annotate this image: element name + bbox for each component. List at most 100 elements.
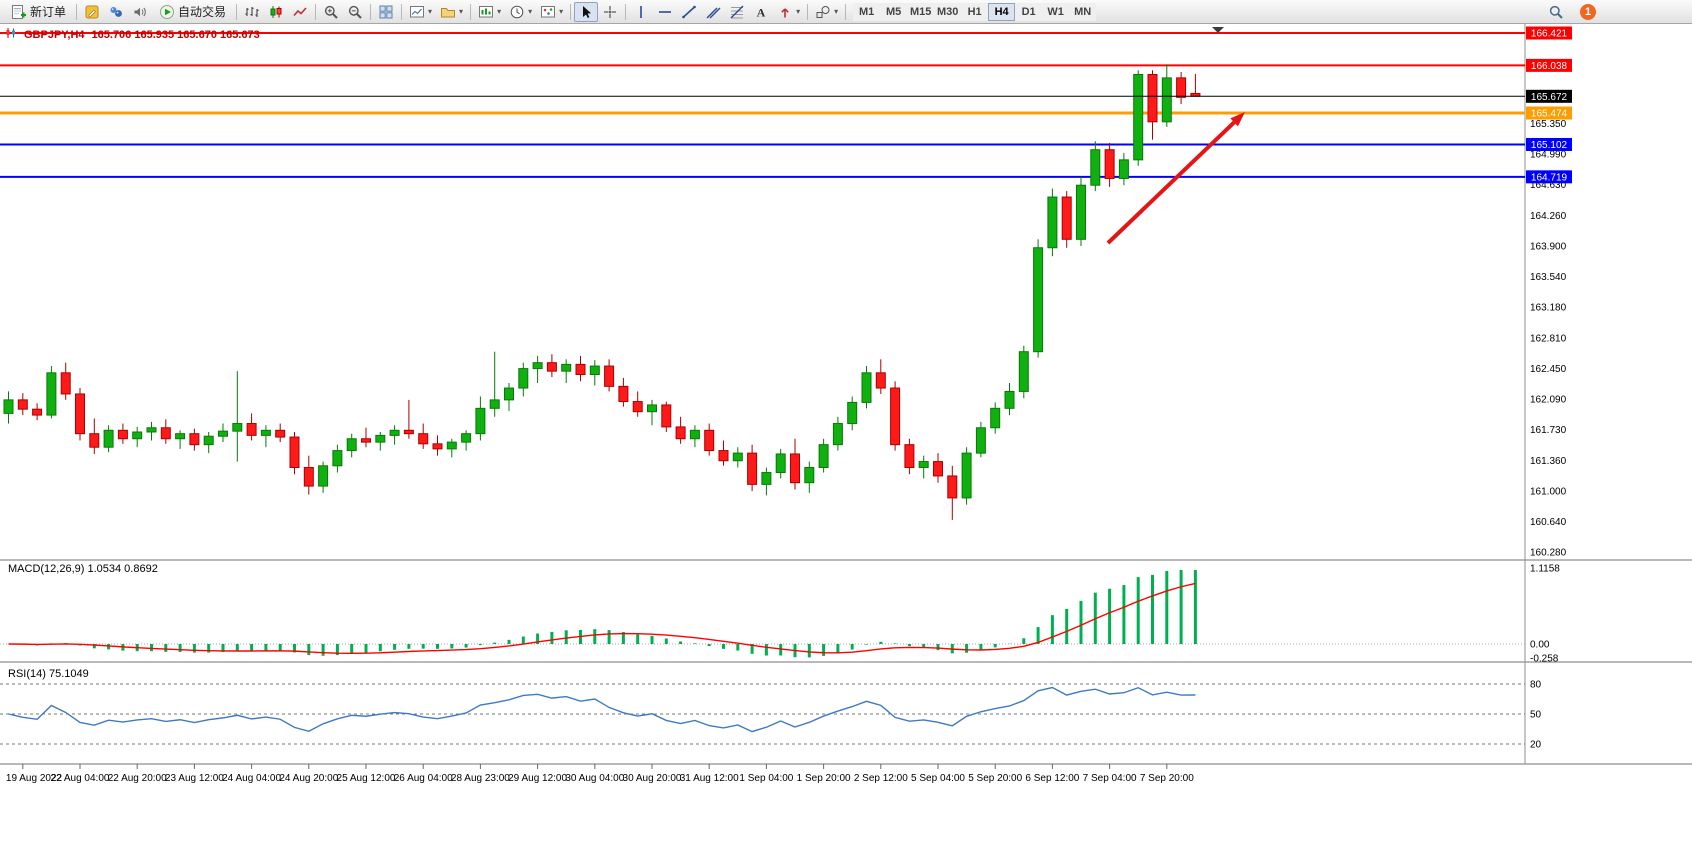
candlestick-series [3, 64, 1201, 520]
cursor-button[interactable] [574, 1, 599, 22]
timeframe-m1-button[interactable]: M1 [853, 2, 881, 21]
svg-text:24 Aug 20:00: 24 Aug 20:00 [279, 773, 338, 784]
svg-text:20: 20 [1530, 740, 1542, 751]
timeframe-h1-button[interactable]: H1 [961, 2, 989, 21]
svg-text:26 Aug 04:00: 26 Aug 04:00 [394, 773, 453, 784]
macd-signal-line [8, 582, 1196, 654]
autotrading-play-icon [159, 4, 175, 20]
chart-title-ohlc: 165.706 165.935 165.670 165.673 [91, 28, 260, 41]
toolbar-separator [625, 3, 627, 20]
toolbar-separator [845, 3, 847, 20]
zoom-out-icon [347, 4, 363, 20]
toolbar-separator [370, 3, 372, 20]
profiles-button[interactable]: ▾ [436, 2, 467, 22]
trend-arrow-object[interactable] [1106, 112, 1245, 245]
svg-text:165.672: 165.672 [1531, 92, 1568, 103]
timeframe-m15-button[interactable]: M15 [907, 2, 935, 21]
timeframe-w1-button[interactable]: W1 [1042, 2, 1070, 21]
chart-shift-marker[interactable] [1212, 27, 1224, 33]
toolbar: 新订单 自动交易 ▾ ▾ ▾ ▾ ▾ [0, 0, 1692, 24]
svg-text:0.00: 0.00 [1530, 640, 1550, 651]
dropdown-caret: ▾ [834, 6, 839, 16]
horizontal-line-button[interactable] [653, 2, 677, 22]
bar-chart-button[interactable] [240, 2, 264, 22]
new-order-button[interactable]: 新订单 [4, 2, 73, 22]
shapes-icon [815, 4, 831, 20]
svg-text:A: A [757, 5, 766, 19]
templates-button[interactable]: ▾ [536, 2, 567, 22]
timeframe-h4-button[interactable]: H4 [988, 2, 1016, 21]
toolbar-separator [470, 3, 472, 20]
sound-button[interactable] [128, 2, 152, 22]
svg-text:29 Aug 12:00: 29 Aug 12:00 [508, 773, 567, 784]
svg-text:166.038: 166.038 [1531, 61, 1568, 72]
new-chart-icon [409, 4, 425, 20]
svg-text:80: 80 [1530, 680, 1542, 691]
cursor-icon [578, 4, 594, 20]
tile-windows-button[interactable] [374, 2, 398, 22]
trendline-icon [681, 4, 697, 20]
zoom-out-button[interactable] [343, 2, 367, 22]
autotrading-button[interactable]: 自动交易 [152, 2, 233, 22]
text-tool-icon: A [753, 4, 769, 20]
new-order-icon [11, 4, 27, 20]
svg-text:163.180: 163.180 [1530, 302, 1567, 313]
search-button[interactable] [1544, 2, 1568, 22]
svg-text:1 Sep 20:00: 1 Sep 20:00 [797, 773, 851, 784]
svg-text:160.280: 160.280 [1530, 548, 1567, 559]
metaeditor-button[interactable] [80, 2, 104, 22]
svg-text:164.260: 164.260 [1530, 211, 1567, 222]
toolbar-separator [807, 3, 809, 20]
toolbar-separator [401, 3, 403, 20]
svg-text:165.102: 165.102 [1531, 140, 1568, 151]
new-order-label: 新订单 [30, 5, 67, 19]
periods-button[interactable]: ▾ [505, 2, 536, 22]
timeframe-m30-button[interactable]: M30 [934, 2, 962, 21]
svg-text:164.630: 164.630 [1530, 180, 1567, 191]
svg-text:28 Aug 23:00: 28 Aug 23:00 [451, 773, 510, 784]
search-icon [1548, 4, 1564, 20]
svg-text:50: 50 [1530, 710, 1542, 721]
svg-text:-0.258: -0.258 [1530, 654, 1559, 665]
svg-text:165.474: 165.474 [1531, 109, 1568, 120]
arrows-tool-button[interactable]: ▾ [773, 2, 804, 22]
timeframe-mn-button[interactable]: MN [1069, 2, 1097, 21]
timeframe-m5-button[interactable]: M5 [880, 2, 908, 21]
text-tool-button[interactable]: A [749, 2, 773, 22]
svg-text:1 Sep 04:00: 1 Sep 04:00 [739, 773, 793, 784]
dropdown-caret: ▾ [559, 6, 564, 16]
svg-text:161.000: 161.000 [1530, 487, 1567, 498]
horizontal-price-lines[interactable] [0, 32, 1525, 178]
svg-text:163.540: 163.540 [1530, 272, 1567, 283]
crosshair-button[interactable] [598, 2, 622, 22]
trendline-button[interactable] [677, 2, 701, 22]
new-chart-button[interactable]: ▾ [405, 2, 436, 22]
zoom-in-button[interactable] [319, 2, 343, 22]
candlestick-chart-button[interactable] [264, 2, 288, 22]
timeframe-d1-button[interactable]: D1 [1015, 2, 1043, 21]
svg-text:31 Aug 12:00: 31 Aug 12:00 [680, 773, 739, 784]
svg-text:162.450: 162.450 [1530, 364, 1567, 375]
channel-button[interactable] [701, 2, 725, 22]
indicators-button[interactable]: ▾ [474, 2, 505, 22]
price-badge [1526, 26, 1572, 40]
channel-icon [705, 4, 721, 20]
notification-badge[interactable]: 1 [1580, 4, 1596, 20]
svg-text:162.810: 162.810 [1530, 334, 1567, 345]
toolbar-right-group: 1 [1544, 0, 1596, 24]
price-axis[interactable]: 165.350 164.990 164.630 164.260 163.900 163.5… [1526, 26, 1572, 751]
line-chart-button[interactable] [288, 2, 312, 22]
profiles-icon [440, 4, 456, 20]
dropdown-caret: ▾ [528, 6, 533, 16]
fibonacci-button[interactable] [725, 2, 749, 22]
clock-icon [509, 4, 525, 20]
shapes-button[interactable]: ▾ [811, 2, 842, 22]
svg-text:166.421: 166.421 [1531, 29, 1568, 40]
vertical-line-button[interactable] [629, 2, 653, 22]
toolbar-separator [570, 3, 572, 20]
options-button[interactable] [104, 2, 128, 22]
toolbar-separator [76, 3, 78, 20]
svg-text:24 Aug 04:00: 24 Aug 04:00 [222, 773, 281, 784]
